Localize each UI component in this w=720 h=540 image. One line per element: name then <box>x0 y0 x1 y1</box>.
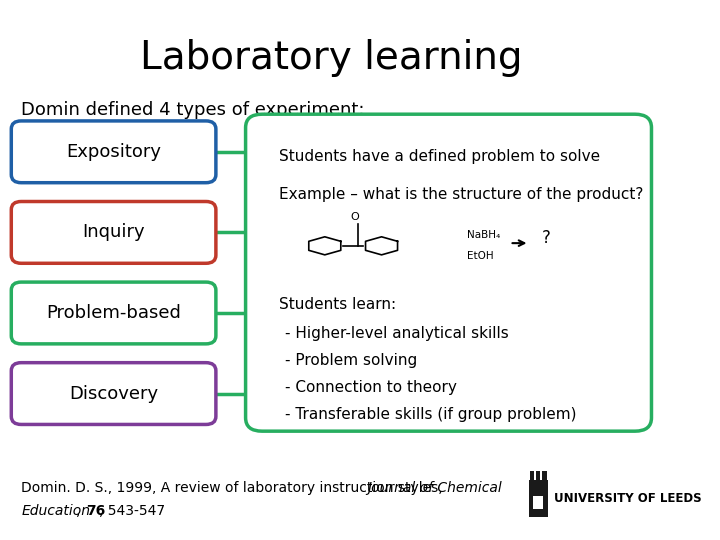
FancyBboxPatch shape <box>12 201 216 264</box>
Text: Problem-based: Problem-based <box>46 304 181 322</box>
Text: Domin defined 4 types of experiment:: Domin defined 4 types of experiment: <box>21 101 365 119</box>
Text: UNIVERSITY OF LEEDS: UNIVERSITY OF LEEDS <box>554 492 702 505</box>
FancyBboxPatch shape <box>12 121 216 183</box>
Text: NaBH₄: NaBH₄ <box>467 230 500 240</box>
Text: Expository: Expository <box>66 143 161 161</box>
FancyBboxPatch shape <box>542 471 546 480</box>
Text: Inquiry: Inquiry <box>82 224 145 241</box>
FancyBboxPatch shape <box>534 496 544 509</box>
FancyBboxPatch shape <box>12 282 216 344</box>
Text: Example – what is the structure of the product?: Example – what is the structure of the p… <box>279 187 643 202</box>
Text: Journal of Chemical: Journal of Chemical <box>368 481 503 495</box>
FancyBboxPatch shape <box>536 471 541 480</box>
Text: - Transferable skills (if group problem): - Transferable skills (if group problem) <box>285 407 577 422</box>
Text: ,: , <box>76 504 85 518</box>
Text: Students have a defined problem to solve: Students have a defined problem to solve <box>279 149 600 164</box>
Text: , 543-547: , 543-547 <box>99 504 165 518</box>
Text: Domin. D. S., 1999, A review of laboratory instruction styles,: Domin. D. S., 1999, A review of laborato… <box>21 481 447 495</box>
Text: O: O <box>351 212 359 221</box>
Text: ?: ? <box>541 229 550 247</box>
Text: - Connection to theory: - Connection to theory <box>285 380 457 395</box>
Text: 76: 76 <box>86 504 105 518</box>
FancyBboxPatch shape <box>529 480 548 517</box>
Text: EtOH: EtOH <box>467 251 493 261</box>
Text: Laboratory learning: Laboratory learning <box>140 39 523 77</box>
Text: Students learn:: Students learn: <box>279 297 396 312</box>
FancyBboxPatch shape <box>530 471 534 480</box>
Text: - Problem solving: - Problem solving <box>285 353 418 368</box>
Text: Discovery: Discovery <box>69 384 158 402</box>
FancyBboxPatch shape <box>246 114 652 431</box>
Text: - Higher-level analytical skills: - Higher-level analytical skills <box>285 326 509 341</box>
FancyBboxPatch shape <box>12 363 216 424</box>
Text: Education: Education <box>21 504 90 518</box>
